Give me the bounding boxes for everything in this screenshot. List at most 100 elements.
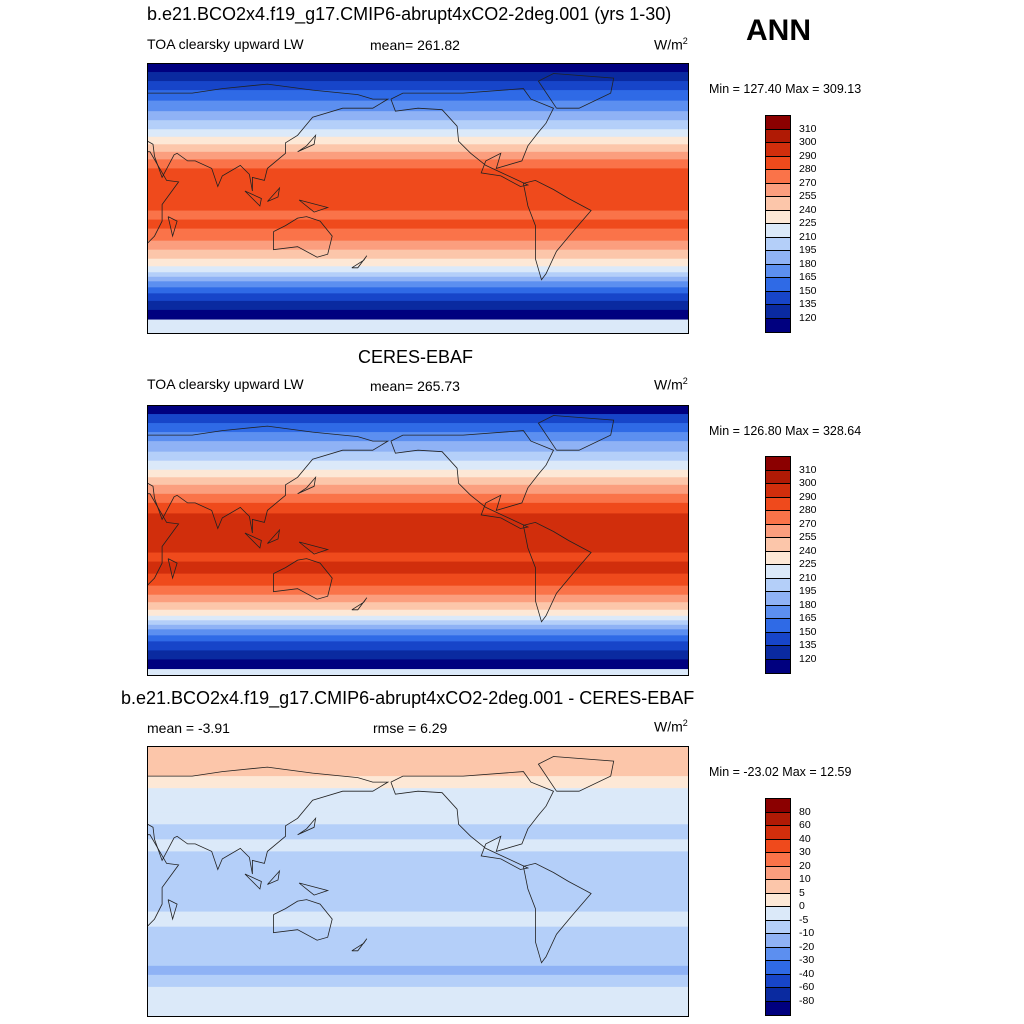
field-band	[147, 629, 689, 636]
colorbar-box	[766, 974, 790, 988]
coastline	[167, 899, 178, 921]
panel1-mean-label: mean= 261.82	[370, 37, 460, 53]
colorbar-box	[766, 291, 790, 305]
colorbar-box	[766, 893, 790, 907]
colorbar-box	[766, 1001, 790, 1015]
colorbar-tick-label: 195	[799, 244, 817, 256]
field-band	[147, 81, 689, 91]
field-band	[147, 788, 689, 801]
field-band	[147, 219, 689, 230]
field-band	[147, 266, 689, 273]
colorbar-tick-label: 300	[799, 136, 817, 148]
coastline	[147, 834, 180, 928]
field-band	[147, 287, 689, 294]
colorbar-tick-label: 255	[799, 531, 817, 543]
colorbar-box	[766, 605, 790, 619]
colorbar-tick-label: 180	[799, 257, 817, 270]
coastline	[297, 816, 317, 836]
colorbar-tick-label: 30	[799, 846, 811, 858]
field-band	[147, 911, 689, 928]
colorbar-tick-label: 40	[799, 832, 811, 845]
field-band	[147, 965, 689, 976]
colorbar-tick-label: -20	[799, 940, 815, 953]
colorbar-box	[766, 947, 790, 961]
panel1-map	[147, 63, 689, 334]
colorbar-tick-label: -30	[799, 954, 815, 966]
colorbar-box	[766, 143, 790, 157]
colorbar-tick-label: 60	[799, 819, 811, 831]
map-frame	[147, 405, 689, 676]
colorbar-tick-label: -80	[799, 994, 815, 1007]
colorbar-tick-label: 135	[799, 298, 817, 310]
field-band	[147, 293, 689, 302]
colorbar-box	[766, 470, 790, 484]
field-band	[147, 100, 689, 112]
field-band	[147, 824, 689, 840]
colorbar-box	[766, 826, 790, 840]
field-band	[147, 986, 689, 1003]
field-band	[147, 974, 689, 988]
colorbar-tick-label: 290	[799, 149, 817, 162]
field-band	[147, 159, 689, 169]
panel2-variable-label: TOA clearsky upward LW	[147, 376, 304, 392]
colorbar-tick-label: 270	[799, 176, 817, 189]
coastline	[298, 882, 330, 896]
field-band	[147, 144, 689, 153]
panel3-units: W/m2	[654, 718, 688, 735]
field-band	[147, 585, 689, 596]
colorbar-tick-label: 180	[799, 598, 817, 611]
colorbar-tick-label: 80	[799, 805, 811, 818]
colorbar-box	[766, 224, 790, 238]
colorbar-box	[766, 632, 790, 646]
coastline	[298, 541, 330, 555]
colorbar-tick-label: 20	[799, 859, 811, 872]
coastline	[167, 216, 178, 238]
colorbar-tick-label: 225	[799, 558, 817, 570]
panel1-title: b.e21.BCO2x4.f19_g17.CMIP6-abrupt4xCO2-2…	[147, 4, 672, 24]
field-band	[147, 602, 689, 611]
coastline	[390, 430, 555, 529]
panel2-map	[147, 405, 689, 676]
coastline	[273, 558, 333, 600]
coastline	[273, 899, 333, 941]
panel1-colorbar	[765, 115, 791, 333]
colorbar-tick-label: -60	[799, 981, 815, 993]
field-band	[147, 776, 689, 789]
coastline	[167, 558, 178, 580]
field-band	[147, 477, 689, 486]
map-frame	[147, 746, 689, 1017]
colorbar-box	[766, 251, 790, 265]
field-band	[147, 432, 689, 442]
coastline	[147, 151, 180, 245]
field-band	[147, 561, 689, 575]
coastline	[147, 83, 390, 192]
colorbar-box	[766, 210, 790, 224]
coastline	[390, 771, 555, 870]
coastline	[351, 255, 368, 269]
field-band	[147, 210, 689, 221]
colorbar-tick-label: 270	[799, 517, 817, 530]
field-band	[147, 635, 689, 642]
field-band	[147, 90, 689, 102]
panel3-mean-label: mean = -3.91	[147, 720, 230, 736]
field-band	[147, 120, 689, 130]
coastline	[267, 869, 281, 885]
coastline	[147, 493, 180, 587]
panel2-minmax: Min = 126.80 Max = 328.64	[709, 424, 862, 438]
colorbar-tick-label: 0	[799, 900, 805, 912]
colorbar-box	[766, 880, 790, 894]
colorbar-box	[766, 237, 790, 251]
field-band	[147, 300, 689, 311]
colorbar-box	[766, 156, 790, 170]
coastline	[273, 216, 333, 258]
field-band	[147, 228, 689, 242]
colorbar-tick-label: 280	[799, 163, 817, 175]
colorbar-box	[766, 619, 790, 633]
colorbar-tick-label: 120	[799, 652, 817, 665]
panel3-minmax: Min = -23.02 Max = 12.59	[709, 765, 852, 779]
colorbar-box	[766, 538, 790, 552]
colorbar-tick-label: 165	[799, 612, 817, 624]
colorbar-box	[766, 551, 790, 565]
field-band	[147, 800, 689, 813]
colorbar-box	[766, 812, 790, 826]
